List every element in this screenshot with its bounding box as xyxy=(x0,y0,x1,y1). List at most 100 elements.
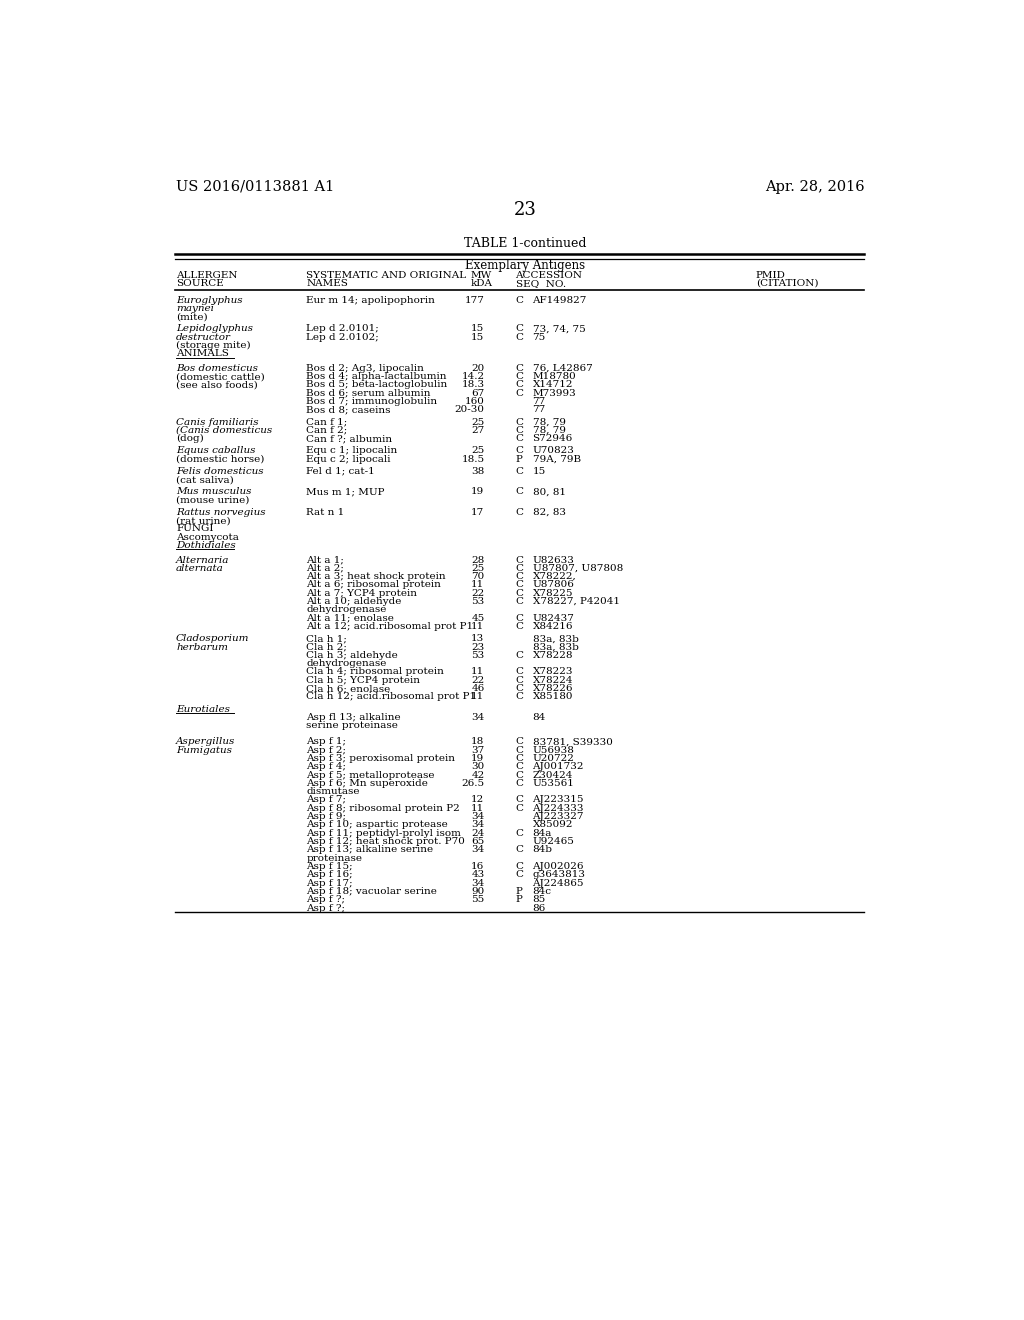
Text: C: C xyxy=(515,434,523,444)
Text: Can f ?; albumin: Can f ?; albumin xyxy=(306,434,392,444)
Text: Rattus norvegius: Rattus norvegius xyxy=(176,508,265,517)
Text: herbarum: herbarum xyxy=(176,643,228,652)
Text: (rat urine): (rat urine) xyxy=(176,516,230,525)
Text: Cla h 6; enolase: Cla h 6; enolase xyxy=(306,684,390,693)
Text: 65: 65 xyxy=(471,837,484,846)
Text: 78, 79: 78, 79 xyxy=(532,417,565,426)
Text: X14712: X14712 xyxy=(532,380,573,389)
Text: Asp f 5; metalloprotease: Asp f 5; metalloprotease xyxy=(306,771,435,780)
Text: Asp f 8; ribosomal protein P2: Asp f 8; ribosomal protein P2 xyxy=(306,804,460,813)
Text: AJ224333: AJ224333 xyxy=(532,804,584,813)
Text: destructor: destructor xyxy=(176,333,231,342)
Text: (domestic cattle): (domestic cattle) xyxy=(176,372,265,381)
Text: Bos d 2; Ag3, lipocalin: Bos d 2; Ag3, lipocalin xyxy=(306,364,424,372)
Text: Asp f 18; vacuolar serine: Asp f 18; vacuolar serine xyxy=(306,887,437,896)
Text: 12: 12 xyxy=(471,796,484,804)
Text: Fumigatus: Fumigatus xyxy=(176,746,232,755)
Text: Asp f ?;: Asp f ?; xyxy=(306,904,345,912)
Text: C: C xyxy=(515,467,523,475)
Text: Alt a 2;: Alt a 2; xyxy=(306,564,344,573)
Text: (mite): (mite) xyxy=(176,313,208,321)
Text: 11: 11 xyxy=(471,668,484,676)
Text: C: C xyxy=(515,862,523,871)
Text: U87806: U87806 xyxy=(532,581,574,590)
Text: Asp f 3; peroxisomal protein: Asp f 3; peroxisomal protein xyxy=(306,754,456,763)
Text: Alt a 7; YCP4 protein: Alt a 7; YCP4 protein xyxy=(306,589,417,598)
Text: Mus musculus: Mus musculus xyxy=(176,487,252,496)
Text: C: C xyxy=(515,597,523,606)
Text: C: C xyxy=(515,796,523,804)
Text: Asp f 15;: Asp f 15; xyxy=(306,862,353,871)
Text: 70: 70 xyxy=(471,572,484,581)
Text: 19: 19 xyxy=(471,754,484,763)
Text: US 2016/0113881 A1: US 2016/0113881 A1 xyxy=(176,180,334,194)
Text: U56938: U56938 xyxy=(532,746,574,755)
Text: 83781, S39330: 83781, S39330 xyxy=(532,738,612,746)
Text: Dothidiales: Dothidiales xyxy=(176,541,236,550)
Text: 22: 22 xyxy=(471,589,484,598)
Text: Z30424: Z30424 xyxy=(532,771,572,780)
Text: Can f 2;: Can f 2; xyxy=(306,426,347,434)
Text: AJ223327: AJ223327 xyxy=(532,812,584,821)
Text: 77: 77 xyxy=(532,405,546,414)
Text: C: C xyxy=(515,364,523,372)
Text: maynei: maynei xyxy=(176,304,214,313)
Text: 53: 53 xyxy=(471,651,484,660)
Text: SYSTEMATIC AND ORIGINAL: SYSTEMATIC AND ORIGINAL xyxy=(306,271,466,280)
Text: 177: 177 xyxy=(465,296,484,305)
Text: (cat saliva): (cat saliva) xyxy=(176,475,233,484)
Text: Rat n 1: Rat n 1 xyxy=(306,508,344,517)
Text: SEQ  NO.: SEQ NO. xyxy=(515,279,565,288)
Text: Asp f 9;: Asp f 9; xyxy=(306,812,346,821)
Text: 27: 27 xyxy=(471,426,484,434)
Text: dehydrogenase: dehydrogenase xyxy=(306,659,387,668)
Text: 42: 42 xyxy=(471,771,484,780)
Text: 20-30: 20-30 xyxy=(455,405,484,414)
Text: Asp f 17;: Asp f 17; xyxy=(306,879,353,887)
Text: Felis domesticus: Felis domesticus xyxy=(176,467,263,475)
Text: C: C xyxy=(515,426,523,434)
Text: 18.5: 18.5 xyxy=(462,454,484,463)
Text: X85092: X85092 xyxy=(532,821,573,829)
Text: C: C xyxy=(515,487,523,496)
Text: (Canis domesticus: (Canis domesticus xyxy=(176,426,272,434)
Text: 37: 37 xyxy=(471,746,484,755)
Text: 84a: 84a xyxy=(532,829,552,838)
Text: Lepidoglyphus: Lepidoglyphus xyxy=(176,325,253,334)
Text: 67: 67 xyxy=(471,389,484,397)
Text: X78224: X78224 xyxy=(532,676,573,685)
Text: Asp f 4;: Asp f 4; xyxy=(306,762,346,771)
Text: P: P xyxy=(515,454,522,463)
Text: 83a, 83b: 83a, 83b xyxy=(532,634,579,643)
Text: Asp f 16;: Asp f 16; xyxy=(306,870,353,879)
Text: C: C xyxy=(515,589,523,598)
Text: dehydrogenase: dehydrogenase xyxy=(306,606,387,614)
Text: 34: 34 xyxy=(471,812,484,821)
Text: 24: 24 xyxy=(471,829,484,838)
Text: C: C xyxy=(515,614,523,623)
Text: X78223: X78223 xyxy=(532,668,573,676)
Text: C: C xyxy=(515,762,523,771)
Text: C: C xyxy=(515,296,523,305)
Text: C: C xyxy=(515,581,523,590)
Text: 22: 22 xyxy=(471,676,484,685)
Text: 45: 45 xyxy=(471,614,484,623)
Text: 90: 90 xyxy=(471,887,484,896)
Text: Cla h 12; acid.ribosomal prot P1: Cla h 12; acid.ribosomal prot P1 xyxy=(306,693,476,701)
Text: 75: 75 xyxy=(532,333,546,342)
Text: C: C xyxy=(515,380,523,389)
Text: Lep d 2.0102;: Lep d 2.0102; xyxy=(306,333,379,342)
Text: 160: 160 xyxy=(465,397,484,407)
Text: (dog): (dog) xyxy=(176,434,204,444)
Text: C: C xyxy=(515,333,523,342)
Text: U82437: U82437 xyxy=(532,614,574,623)
Text: Asp f 12; heat shock prot. P70: Asp f 12; heat shock prot. P70 xyxy=(306,837,465,846)
Text: 73, 74, 75: 73, 74, 75 xyxy=(532,325,586,334)
Text: 15: 15 xyxy=(471,325,484,334)
Text: U82633: U82633 xyxy=(532,556,574,565)
Text: Alt a 12; acid.ribosomal prot P1: Alt a 12; acid.ribosomal prot P1 xyxy=(306,622,473,631)
Text: 34: 34 xyxy=(471,879,484,887)
Text: C: C xyxy=(515,622,523,631)
Text: (storage mite): (storage mite) xyxy=(176,341,251,350)
Text: 14.2: 14.2 xyxy=(462,372,484,381)
